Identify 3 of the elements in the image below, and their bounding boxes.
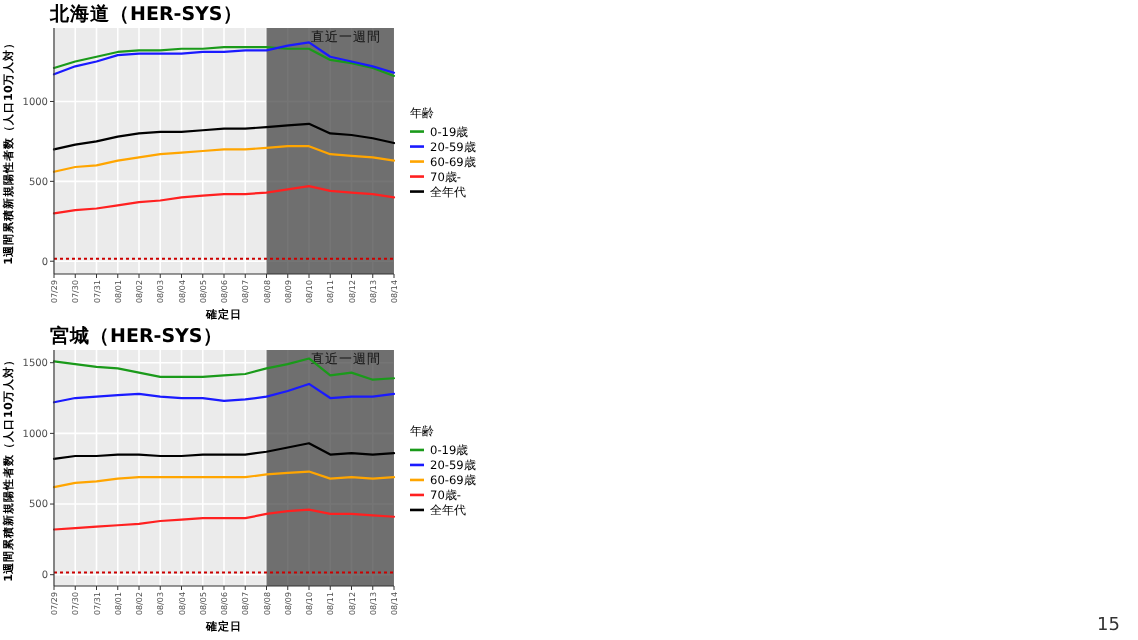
chart-title: 北海道（HER-SYS） <box>48 2 243 26</box>
text: 15 <box>1097 616 1120 636</box>
chart-title: 宮城（HER-SYS） <box>50 324 223 348</box>
